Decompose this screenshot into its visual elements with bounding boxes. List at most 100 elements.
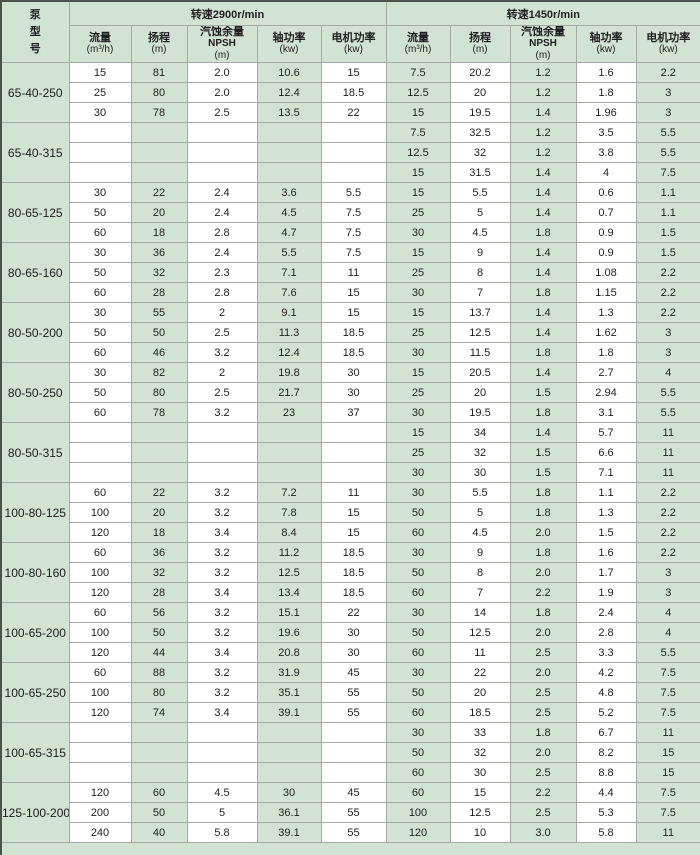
value-cell: 1.5 bbox=[509, 442, 577, 463]
value-cell: 15 bbox=[320, 502, 387, 523]
value-cell: 50 bbox=[68, 322, 132, 343]
table-row: 100-65-200 60 56 3.2 15.1 22 30 14 1.8 2.4 4 bbox=[0, 602, 700, 663]
col-unit: (m) bbox=[535, 50, 551, 61]
value-cell: 18.5 bbox=[320, 322, 387, 343]
value-cell: 30 bbox=[385, 402, 451, 423]
value-cell: 18.5 bbox=[320, 542, 387, 563]
value-cell: 30 bbox=[320, 382, 387, 403]
value-cell: 55 bbox=[320, 702, 387, 723]
value-cell: 50 bbox=[385, 502, 451, 523]
value-cell: 55 bbox=[320, 802, 387, 823]
value-cell: 1.8 bbox=[509, 602, 577, 623]
value-cell: 32 bbox=[449, 442, 511, 463]
value-cell: 2.0 bbox=[509, 562, 577, 583]
table-row: 200 50 5 36.1 55 100 12.5 2.5 5.3 7.5 bbox=[1, 802, 700, 823]
value-cell: 60 bbox=[385, 702, 451, 723]
value-cell: 20 bbox=[449, 82, 511, 103]
value-cell: 7.5 bbox=[635, 702, 700, 723]
value-cell: 1.2 bbox=[509, 82, 577, 103]
value-cell bbox=[320, 722, 387, 743]
value-cell: 5.5 bbox=[635, 122, 700, 143]
value-cell: 3.3 bbox=[575, 642, 637, 663]
value-cell: 19.5 bbox=[449, 102, 511, 123]
value-cell: 50 bbox=[385, 562, 451, 583]
value-cell: 15 bbox=[320, 62, 387, 83]
table-row: 100 20 3.2 7.8 15 50 5 1.8 1.3 2.2 bbox=[1, 502, 700, 523]
value-cell: 2.4 bbox=[575, 602, 637, 623]
value-cell: 11 bbox=[635, 422, 700, 443]
table-row: 30 78 2.5 13.5 22 15 19.5 1.4 1.96 3 bbox=[1, 102, 700, 123]
value-cell: 1.8 bbox=[575, 82, 637, 103]
value-cell: 35.1 bbox=[256, 682, 322, 703]
value-cell: 28 bbox=[130, 582, 188, 603]
value-cell: 11 bbox=[635, 822, 700, 843]
value-cell: 20 bbox=[130, 202, 188, 223]
value-cell: 30 bbox=[320, 362, 387, 383]
value-cell: 4.5 bbox=[449, 222, 511, 243]
value-cell: 2.0 bbox=[186, 82, 258, 103]
value-cell: 2.2 bbox=[635, 62, 700, 83]
value-cell: 5.5 bbox=[320, 182, 387, 203]
pump-model-cell: 80-65-160 bbox=[0, 242, 70, 303]
value-cell: 3.2 bbox=[186, 562, 258, 583]
value-cell: 120 bbox=[68, 782, 132, 803]
value-cell: 11.2 bbox=[256, 542, 322, 563]
value-cell: 2 bbox=[186, 362, 258, 383]
value-cell: 2.2 bbox=[635, 302, 700, 323]
value-cell: 74 bbox=[130, 702, 188, 723]
value-cell: 18 bbox=[130, 222, 188, 243]
col-header-npsh-1450: 汽蚀余量 NPSH (m) bbox=[509, 25, 577, 63]
value-cell bbox=[130, 422, 188, 443]
value-cell: 3.8 bbox=[575, 142, 637, 163]
value-cell: 20 bbox=[449, 682, 511, 703]
value-cell: 30 bbox=[449, 462, 511, 483]
value-cell: 14 bbox=[449, 602, 511, 623]
value-cell: 20.2 bbox=[449, 62, 511, 83]
value-cell: 15.1 bbox=[256, 602, 322, 623]
value-cell bbox=[186, 742, 258, 763]
value-cell: 37 bbox=[320, 402, 387, 423]
value-cell: 6.6 bbox=[575, 442, 637, 463]
value-cell: 50 bbox=[68, 262, 132, 283]
col-unit: (m) bbox=[472, 44, 488, 55]
value-cell: 32 bbox=[449, 742, 511, 763]
value-cell bbox=[68, 422, 132, 443]
value-cell: 50 bbox=[385, 682, 451, 703]
speed-2900-group-header: 转速2900r/min bbox=[68, 0, 387, 26]
value-cell bbox=[256, 122, 322, 143]
value-cell: 22 bbox=[130, 482, 188, 503]
value-cell: 22 bbox=[130, 182, 188, 203]
value-cell bbox=[256, 762, 322, 783]
value-cell: 3.2 bbox=[186, 662, 258, 683]
value-cell: 7.5 bbox=[385, 122, 451, 143]
value-cell: 36.1 bbox=[256, 802, 322, 823]
value-cell: 11.5 bbox=[449, 342, 511, 363]
value-cell: 15 bbox=[320, 522, 387, 543]
value-cell: 60 bbox=[130, 782, 188, 803]
value-cell: 3 bbox=[635, 562, 700, 583]
col-unit: (m) bbox=[151, 44, 167, 55]
value-cell: 32 bbox=[130, 562, 188, 583]
value-cell: 7.5 bbox=[635, 662, 700, 683]
value-cell: 25 bbox=[385, 262, 451, 283]
value-cell: 15 bbox=[385, 362, 451, 383]
value-cell: 78 bbox=[130, 402, 188, 423]
value-cell: 2.0 bbox=[186, 62, 258, 83]
value-cell: 18.5 bbox=[320, 582, 387, 603]
value-cell bbox=[186, 422, 258, 443]
value-cell: 1.5 bbox=[509, 382, 577, 403]
table-row: 120 44 3.4 20.8 30 60 11 2.5 3.3 5.5 bbox=[1, 642, 700, 663]
value-cell: 1.8 bbox=[509, 482, 577, 503]
value-cell: 15 bbox=[68, 62, 132, 83]
value-cell: 80 bbox=[130, 682, 188, 703]
value-cell: 7.5 bbox=[320, 202, 387, 223]
value-cell: 8.2 bbox=[575, 742, 637, 763]
value-cell bbox=[320, 462, 387, 483]
value-cell: 7.5 bbox=[320, 242, 387, 263]
value-cell: 1.5 bbox=[509, 462, 577, 483]
col-label: 扬程 bbox=[469, 32, 491, 44]
value-cell: 3 bbox=[635, 82, 700, 103]
value-cell: 15 bbox=[385, 242, 451, 263]
col-label: 流量 bbox=[407, 32, 429, 44]
value-cell: 30 bbox=[256, 782, 322, 803]
